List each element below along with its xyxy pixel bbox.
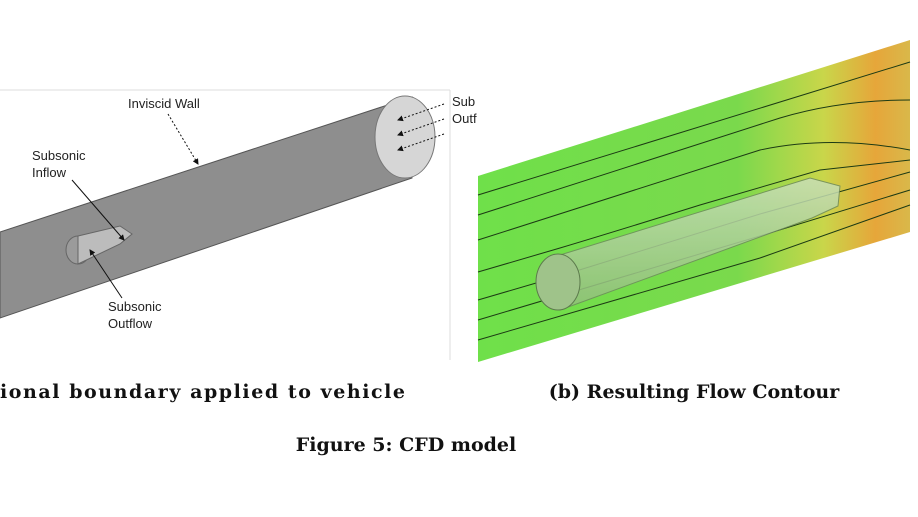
flow-tube	[478, 40, 910, 362]
subcaption: (b) Resulting Flow Contour	[549, 381, 840, 403]
arrow	[167, 113, 199, 165]
vehicle	[535, 177, 841, 311]
arrow	[397, 133, 445, 152]
figure-caption: Figure 5: CFD model	[296, 434, 516, 456]
label: Subsonic	[32, 148, 86, 163]
label: Inviscid Wall	[128, 96, 200, 111]
arrow	[71, 179, 125, 241]
label: Inflow	[32, 165, 67, 180]
arrow	[89, 249, 123, 299]
arrow	[397, 118, 445, 137]
label: Outf	[452, 111, 477, 126]
label: Subsonic	[108, 299, 162, 314]
arrow	[397, 103, 445, 122]
tube	[0, 96, 413, 319]
label: Sub	[452, 94, 475, 109]
label: Outflow	[108, 316, 153, 331]
flow-panel	[477, 40, 911, 362]
boundary-panel: Inviscid Wall Subsonic Inflow Subsonic O…	[0, 89, 477, 360]
tube-end	[374, 95, 436, 179]
subcaption: ional boundary applied to vehicle	[0, 381, 405, 403]
